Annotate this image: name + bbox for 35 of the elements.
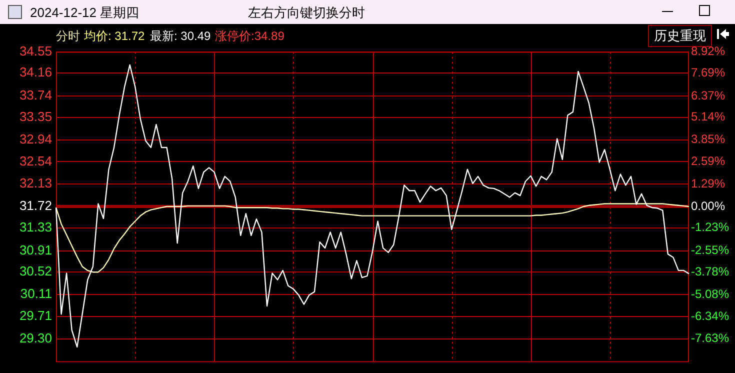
y2-tick-label: -3.78% xyxy=(691,264,730,278)
text: 涨停价:34.89 xyxy=(215,28,284,45)
text: 历史重现 xyxy=(654,28,706,43)
y2-tick-label: 3.85% xyxy=(691,132,726,146)
text: 最新: 30.49 xyxy=(150,28,211,45)
y-tick-label: 31.33 xyxy=(19,219,52,234)
y-tick-label: 29.30 xyxy=(19,330,52,346)
y2-tick-label: -7.63% xyxy=(691,331,730,346)
y2-tick-label: 2.59% xyxy=(691,154,726,168)
y-tick-label: 31.72 xyxy=(19,198,52,214)
y2-tick-label: 0.00% xyxy=(691,198,726,213)
y-tick-label: 29.71 xyxy=(19,308,52,323)
y2-tick-label: 7.69% xyxy=(691,65,726,80)
y2-tick-label: -1.23% xyxy=(691,220,730,234)
y-tick-label: 32.94 xyxy=(19,131,52,146)
y-tick-label: 34.55 xyxy=(19,43,52,58)
y2-tick-label: 1.29% xyxy=(691,176,726,190)
y-tick-label: 30.91 xyxy=(19,242,52,258)
y2-tick-label: 6.37% xyxy=(691,88,726,102)
y-tick-label: 32.13 xyxy=(19,176,52,191)
y2-tick-label: -5.08% xyxy=(691,286,730,301)
chart-title: 2024-12-12 星期四 xyxy=(30,4,140,22)
y-tick-label: 30.52 xyxy=(19,264,52,279)
y2-tick-label: -2.55% xyxy=(691,243,730,258)
y-tick-label: 33.35 xyxy=(19,108,52,124)
text: 分时 xyxy=(56,28,80,45)
y-tick-label: 30.11 xyxy=(20,286,52,302)
chart-subtitle: 左右方向键切换分时 xyxy=(248,4,365,22)
y2-tick-label: -6.34% xyxy=(691,308,730,323)
y-tick-label: 33.74 xyxy=(19,88,52,103)
text: 均价: 31.72 xyxy=(84,28,145,45)
y2-tick-label: 5.14% xyxy=(691,110,726,124)
y-tick-label: 34.16 xyxy=(19,64,52,80)
y2-tick-label: 8.92% xyxy=(691,44,726,58)
y-tick-label: 32.54 xyxy=(19,153,52,168)
